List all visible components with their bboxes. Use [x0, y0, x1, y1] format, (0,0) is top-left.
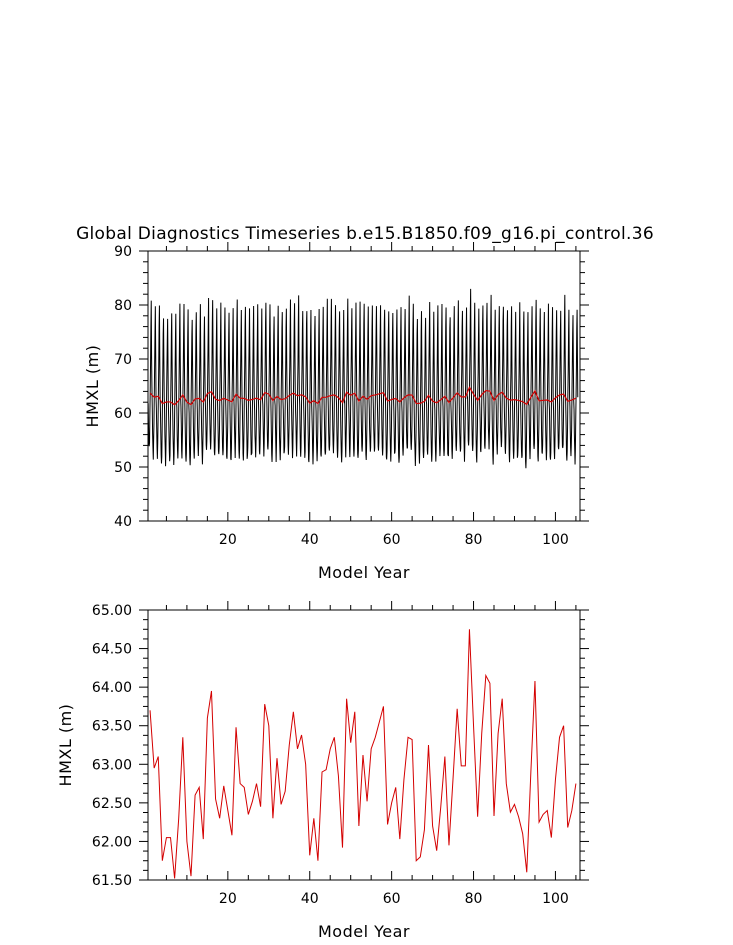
major-ticks — [139, 242, 589, 522]
y-tick-label: 63.00 — [92, 757, 132, 773]
y-axis-label: HMXL (m) — [56, 704, 75, 787]
y-axis-label: HMXL (m) — [83, 345, 102, 428]
y-tick-label: 62.50 — [92, 796, 132, 812]
y-tick-label: 40 — [114, 514, 132, 530]
y-tick-label: 65.00 — [92, 603, 132, 619]
y-tick-label: 60 — [114, 406, 132, 422]
monthly-series — [147, 288, 579, 469]
annual-mean-series-line — [149, 629, 577, 879]
x-tick-label: 100 — [542, 891, 569, 907]
chart-title: Global Diagnostics Timeseries b.e15.B185… — [76, 224, 654, 244]
plot-frame — [147, 609, 581, 881]
x-tick-label: 20 — [219, 891, 237, 907]
minor-ticks — [143, 246, 585, 521]
y-tick-label: 90 — [114, 244, 132, 260]
plot-frame — [147, 250, 581, 522]
y-tick-label: 62.00 — [92, 834, 132, 850]
x-tick-labels: 20 40 60 80 100 — [219, 532, 569, 548]
x-tick-label: 20 — [219, 532, 237, 548]
x-tick-label: 40 — [301, 532, 319, 548]
y-tick-label: 64.00 — [92, 680, 132, 696]
x-tick-label: 60 — [383, 532, 401, 548]
monthly-series-line — [147, 288, 579, 469]
y-tick-labels: 40 50 60 70 80 90 — [114, 244, 132, 530]
minor-ticks — [143, 605, 585, 880]
x-tick-label: 80 — [465, 891, 483, 907]
x-axis-label: Model Year — [318, 563, 410, 582]
y-tick-label: 50 — [114, 460, 132, 476]
x-tick-label: 40 — [301, 891, 319, 907]
annual-mean-panel: 20 40 60 80 100 61.50 62.00 62.50 63.00 63.50 64.… — [56, 601, 589, 941]
annual-mean-series-line — [149, 386, 577, 406]
x-tick-label: 60 — [383, 891, 401, 907]
y-tick-label: 63.50 — [92, 719, 132, 735]
y-tick-label: 80 — [114, 298, 132, 314]
x-axis-label: Model Year — [318, 922, 410, 941]
major-ticks — [139, 601, 589, 881]
x-tick-label: 80 — [465, 532, 483, 548]
y-tick-label: 61.50 — [92, 873, 132, 889]
y-tick-labels: 61.50 62.00 62.50 63.00 63.50 64.00 64.50 65.00 — [92, 603, 132, 889]
y-tick-label: 70 — [114, 352, 132, 368]
monthly-timeseries-panel: 20 40 60 80 100 40 50 60 70 80 90 Model Year HMXL… — [83, 242, 589, 582]
x-tick-labels: 20 40 60 80 100 — [219, 891, 569, 907]
x-tick-label: 100 — [542, 532, 569, 548]
y-tick-label: 64.50 — [92, 642, 132, 658]
